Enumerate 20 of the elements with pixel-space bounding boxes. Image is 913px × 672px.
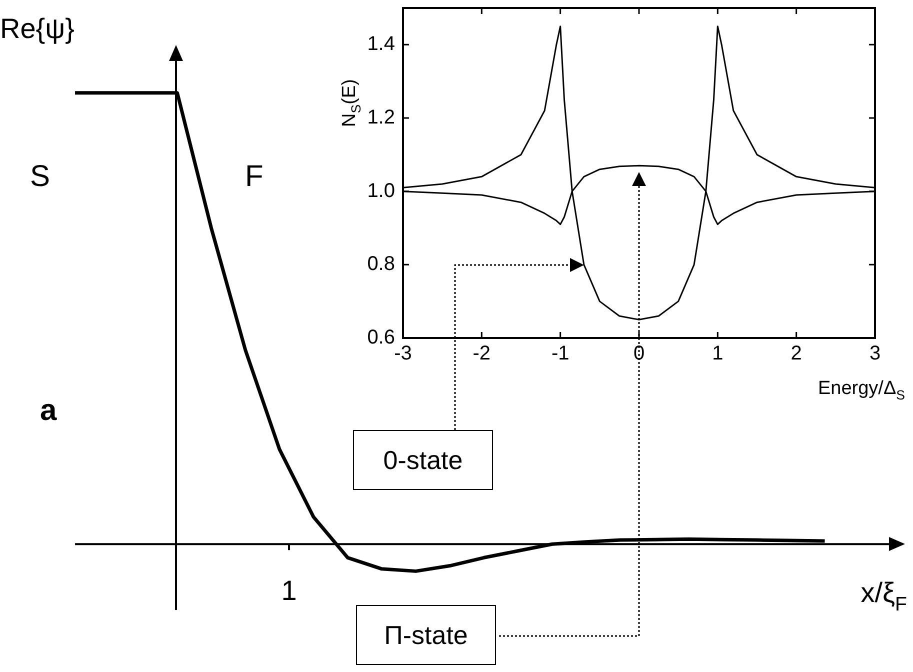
y-axis-title: NS(E)	[339, 79, 364, 127]
annotation: 0-state	[383, 444, 463, 476]
y-tick-label: 1.2	[367, 106, 395, 129]
x-tick-label: 3	[869, 342, 881, 365]
text: a	[40, 394, 57, 427]
y-axis-title: Re{ψ}	[0, 13, 74, 44]
text: S	[30, 160, 50, 193]
x-tick-label: 2	[790, 342, 802, 365]
x-tick-label: -1	[551, 342, 570, 365]
x-tick-label: -3	[394, 342, 412, 365]
y-tick-label: 1.0	[367, 180, 395, 202]
x-tick-label: 0	[633, 342, 645, 365]
text: Π-state	[384, 620, 468, 650]
y-tick-label: 0.8	[367, 253, 395, 276]
y-tick-label: 1.4	[367, 33, 395, 56]
annotation: F	[245, 160, 264, 193]
x-tick-label: -2	[472, 342, 491, 365]
text: 1	[281, 575, 297, 606]
x-tick-label: 1	[712, 342, 724, 365]
y-tick-label: 0.6	[367, 326, 395, 349]
